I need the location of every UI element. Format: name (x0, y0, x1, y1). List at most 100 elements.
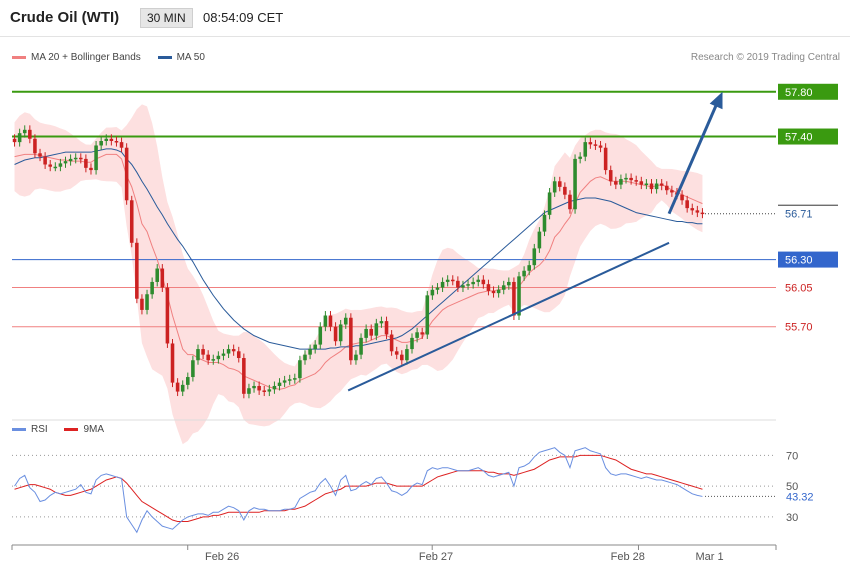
candle-body (639, 181, 644, 185)
x-tick-label: Feb 28 (611, 551, 645, 563)
header-bar: Crude Oil (WTI) 30 MIN 08:54:09 CET (0, 0, 850, 37)
candle-body (670, 190, 674, 193)
candle-body (43, 156, 47, 165)
level-tag-56.05 (778, 279, 838, 296)
candle-body (491, 290, 496, 294)
legend-label-ma20: MA 20 + Bollinger Bands (31, 52, 141, 63)
candle-body (461, 285, 465, 288)
candle-body (236, 351, 241, 359)
candle-body (573, 158, 577, 210)
legend-item-9ma: 9MA (64, 424, 104, 435)
candle-body (186, 377, 190, 385)
chart-title: Crude Oil (WTI) (10, 9, 120, 26)
level-tag-57.40 (778, 128, 838, 145)
candle-body (349, 317, 353, 361)
candle-body (196, 349, 200, 361)
main-legend: MA 20 + Bollinger Bands MA 50 (12, 52, 219, 63)
rsi-tick-label: 70 (786, 450, 798, 462)
candle-body (109, 138, 114, 141)
candle-body (608, 170, 613, 182)
level-label-55.70: 55.70 (785, 322, 813, 334)
candle-body (374, 323, 379, 336)
candle-body (262, 390, 267, 392)
candle-body (563, 186, 567, 195)
candle-body (272, 385, 277, 390)
legend-label-9ma: 9MA (83, 424, 105, 435)
candle-body (242, 358, 246, 394)
candle-body (552, 181, 557, 193)
candle-body (84, 158, 88, 168)
candle-body (277, 382, 282, 386)
copyright-note: Research © 2019 Trading Central (690, 52, 840, 63)
candle-body (557, 181, 562, 187)
rsi-legend: RSI 9MA (12, 424, 118, 435)
candle-body (547, 192, 552, 215)
candle-body (303, 354, 307, 361)
candle-body (588, 142, 593, 145)
candle-body (135, 242, 139, 299)
candle-body (420, 332, 424, 335)
candle-body (114, 141, 119, 143)
candle-body (659, 183, 664, 186)
candle-body (440, 281, 445, 288)
candle-body (73, 157, 78, 160)
candle-body (68, 158, 73, 162)
candle-body (583, 142, 588, 157)
candle-body (58, 163, 63, 167)
level-tag-57.80 (778, 83, 838, 100)
candle-body (522, 270, 526, 277)
level-tag-56.71 (778, 205, 838, 222)
legend-item-rsi: RSI (12, 424, 48, 435)
candle-body (354, 354, 358, 361)
candle-body (343, 317, 348, 325)
candle-body (216, 355, 221, 360)
rsi-last-value: 43.32 (786, 491, 814, 503)
candle-body (17, 133, 22, 143)
candle-body (287, 379, 292, 381)
candle-body (680, 194, 684, 201)
candle-body (231, 349, 236, 352)
ma20-swatch (12, 55, 26, 59)
candle-body (175, 382, 180, 392)
candle-body (384, 321, 389, 335)
legend-item-ma50: MA 50 (157, 52, 205, 63)
candle-body (532, 248, 537, 266)
candle-body (507, 281, 511, 286)
candle-body (614, 181, 618, 185)
price-panel: 57.80 57.40 56.71 56.30 56.05 55.70 (12, 83, 838, 445)
candle-body (405, 349, 409, 361)
candle-body (517, 276, 521, 316)
candle-body (99, 141, 103, 146)
candle-body (298, 360, 302, 379)
candle-body (456, 280, 460, 288)
level-tag-56.30 (778, 251, 838, 268)
candle-body (338, 324, 343, 342)
candle-body (145, 294, 149, 310)
candle-body (695, 210, 700, 213)
forecast-arrow (667, 99, 720, 215)
candle-body (12, 138, 17, 143)
candle-body (634, 180, 638, 182)
candle-body (63, 161, 68, 164)
candle-body (129, 200, 134, 243)
candle-body (201, 349, 205, 355)
candle-body (450, 279, 455, 282)
level-label-56.30: 56.30 (785, 255, 813, 267)
legend-label-rsi: RSI (31, 424, 48, 435)
candle-body (496, 289, 501, 294)
candle-body (685, 200, 689, 209)
candle-body (247, 388, 251, 394)
level-label-56.71: 56.71 (785, 209, 813, 221)
candle-body (400, 354, 404, 361)
ma50-line (14, 148, 703, 350)
interval-selector[interactable]: 30 MIN (140, 8, 193, 28)
candle-body (211, 359, 216, 361)
legend-label-ma50: MA 50 (176, 52, 205, 63)
clock-readout: 08:54:09 CET (203, 10, 284, 25)
candle-body (170, 343, 175, 383)
candle-body (328, 315, 333, 327)
candle-body (649, 183, 654, 190)
candle-body (425, 295, 430, 335)
candle-body (359, 337, 363, 355)
